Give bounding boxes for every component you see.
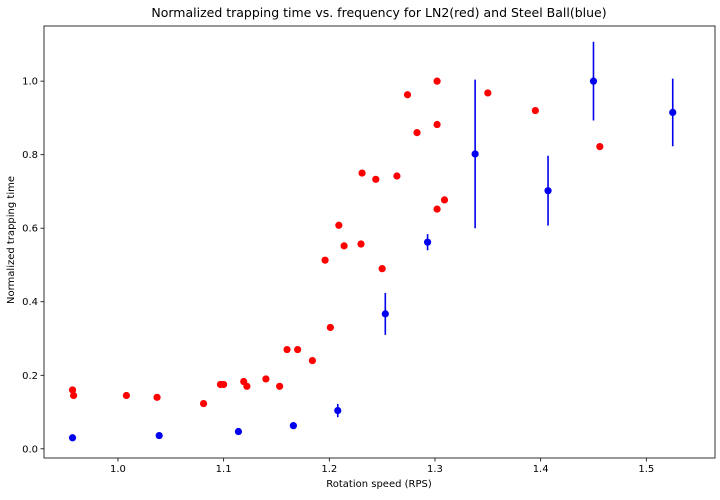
data-point [433, 205, 441, 213]
y-tick-label: 0.0 [22, 444, 38, 455]
data-point [276, 382, 284, 390]
data-point [220, 380, 228, 389]
data-point [294, 345, 302, 354]
data-point [234, 427, 243, 436]
data-point [68, 386, 77, 394]
data-point [308, 356, 316, 365]
y-tick-label: 0.2 [22, 371, 38, 382]
data-point [669, 108, 677, 116]
data-point [403, 91, 412, 99]
data-point [471, 150, 479, 158]
series-1 [68, 41, 677, 442]
series-0 [68, 77, 604, 408]
data-point [596, 142, 604, 151]
data-point [326, 323, 334, 332]
data-point [589, 77, 598, 85]
data-point [340, 242, 348, 250]
x-tick-label: 1.2 [321, 464, 337, 475]
plot-area: 1.0 1.1 1.2 1.3 1.4 1.5 0.0 0.2 0.4 0.6 0.8 1.0 [22, 25, 716, 475]
x-axis-label: Rotation speed (RPS) [326, 479, 432, 490]
x-tick-label: 1.4 [533, 464, 549, 475]
data-point [357, 240, 365, 248]
chart-title: Normalized trapping time vs. frequency f… [151, 5, 606, 20]
data-point [283, 345, 291, 354]
data-point [381, 310, 389, 318]
data-point [199, 399, 208, 408]
y-tick-label: 0.4 [22, 297, 38, 308]
y-tick-label: 0.8 [22, 150, 38, 161]
x-tick-label: 1.1 [216, 464, 232, 475]
data-point [378, 265, 386, 273]
data-point [484, 89, 492, 97]
x-tick-label: 1.0 [110, 464, 126, 475]
data-point [122, 391, 131, 400]
data-point [68, 434, 77, 442]
data-point [531, 106, 539, 115]
data-point [433, 77, 441, 85]
data-point [153, 393, 161, 401]
data-point [334, 406, 342, 415]
y-tick-label: 0.6 [22, 224, 38, 235]
data-point [372, 175, 380, 183]
plot-frame [43, 25, 716, 459]
x-tick-label: 1.3 [427, 464, 443, 475]
y-axis-label: Normalized trapping time [6, 176, 17, 304]
data-point [262, 375, 270, 383]
data-point [544, 187, 552, 195]
data-point [335, 221, 343, 229]
data-point [393, 172, 401, 180]
data-point [440, 196, 449, 204]
data-point [321, 256, 329, 264]
data-point [289, 422, 297, 430]
data-point [413, 129, 421, 137]
data-point [69, 391, 78, 400]
data-point [423, 238, 432, 246]
data-point [433, 120, 441, 129]
y-tick-label: 1.0 [22, 77, 38, 88]
data-point [243, 382, 251, 390]
x-tick-label: 1.5 [638, 464, 654, 475]
data-point [155, 431, 163, 440]
data-point [358, 169, 366, 177]
